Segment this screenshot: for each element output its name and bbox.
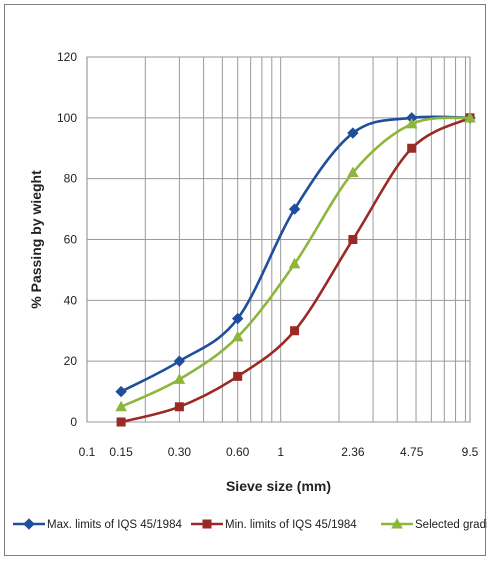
- y-tick-label: 0: [70, 415, 77, 429]
- data-point: [116, 417, 126, 427]
- legend-marker: [23, 518, 35, 530]
- x-tick-label: 9.5: [462, 445, 479, 459]
- legend-label: Max. limits of IQS 45/1984: [47, 519, 182, 531]
- data-point: [231, 312, 244, 325]
- grading-chart: 0 20 40 60 80 100 120 0.1 0.15 0.30 0.60 1 2.36 4.75…: [13, 50, 487, 531]
- series-lines: [115, 111, 476, 427]
- legend-marker: [202, 519, 212, 529]
- x-tick-label: 0.15: [109, 445, 133, 459]
- data-point: [173, 373, 186, 384]
- x-axis-title: Sieve size (mm): [226, 478, 331, 494]
- legend-label: Min. limits of IQS 45/1984: [225, 519, 357, 531]
- y-tick-label: 120: [57, 50, 77, 64]
- legend-item: Max. limits of IQS 45/1984: [13, 518, 182, 531]
- legend-item: Selected grading: [381, 517, 487, 531]
- data-point: [288, 257, 301, 269]
- series-2: [116, 113, 475, 427]
- data-point: [115, 400, 127, 412]
- data-point: [347, 127, 359, 139]
- x-tick-label: 2.36: [341, 445, 365, 459]
- y-tick-label: 60: [64, 233, 78, 247]
- chart-frame: 0 20 40 60 80 100 120 0.1 0.15 0.30 0.60 1 2.36 4.75…: [4, 4, 487, 556]
- data-point: [231, 330, 244, 342]
- x-tick-label: 0.60: [226, 445, 250, 459]
- data-point: [464, 111, 476, 123]
- x-tick-label: 4.75: [400, 445, 424, 459]
- y-tick-label: 80: [64, 172, 78, 186]
- data-point: [233, 371, 243, 381]
- x-tick-label: 0.30: [168, 445, 192, 459]
- legend: Max. limits of IQS 45/1984 Min. limits of…: [13, 517, 487, 531]
- x-tick-label: 1: [277, 445, 284, 459]
- y-axis-ticks: 0 20 40 60 80 100 120: [57, 50, 77, 429]
- y-tick-label: 100: [57, 111, 77, 125]
- data-point: [407, 143, 417, 153]
- legend-marker: [391, 517, 403, 529]
- legend-label: Selected grading: [415, 519, 487, 531]
- data-point: [288, 203, 301, 215]
- data-point: [405, 117, 418, 129]
- y-tick-label: 20: [64, 354, 78, 368]
- y-tick-label: 40: [64, 293, 78, 307]
- x-tick-label: 0.1: [79, 445, 96, 459]
- data-point: [115, 385, 127, 398]
- x-axis-ticks: 0.1 0.15 0.30 0.60 1 2.36 4.75 9.5: [79, 445, 479, 459]
- data-point: [173, 355, 186, 367]
- data-point: [174, 402, 184, 412]
- y-axis-title: % Passing by wieght: [28, 170, 44, 309]
- legend-item: Min. limits of IQS 45/1984: [191, 519, 357, 531]
- data-point: [290, 326, 300, 336]
- series-3: [115, 111, 476, 412]
- data-point: [348, 235, 358, 244]
- data-point: [347, 166, 359, 178]
